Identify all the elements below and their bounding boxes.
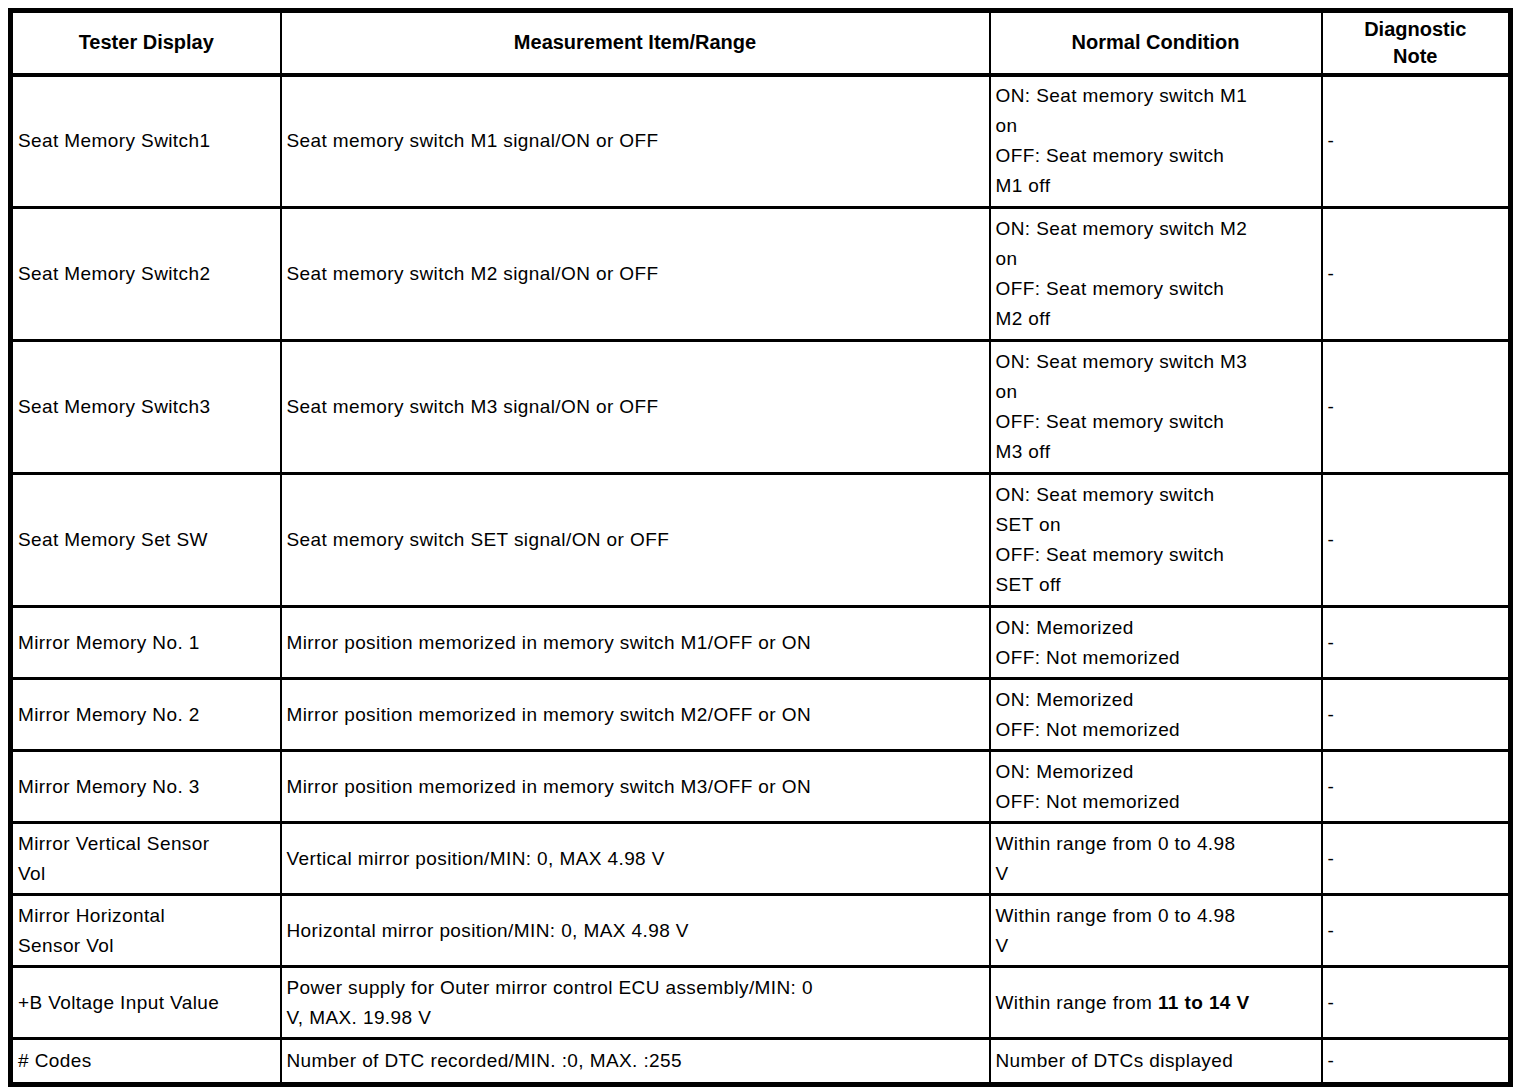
cell-measurement: Mirror position memorized in memory swit… <box>281 679 990 751</box>
cell-tester-display: Seat Memory Set SW <box>11 474 281 607</box>
cell-tester-display: Mirror Vertical Sensor Vol <box>11 823 281 895</box>
cell-diagnostic-note: - <box>1322 75 1511 208</box>
cell-diagnostic-note: - <box>1322 895 1511 967</box>
cell-normal-condition: Within range from 11 to 14 V <box>990 967 1322 1039</box>
cell-tester-display: Seat Memory Switch3 <box>11 341 281 474</box>
cell-normal-condition: Number of DTCs displayed <box>990 1039 1322 1085</box>
cell-normal-condition: ON: Seat memory switch M3 on OFF: Seat m… <box>990 341 1322 474</box>
cell-diagnostic-note: - <box>1322 208 1511 341</box>
cell-diagnostic-note: - <box>1322 823 1511 895</box>
cell-tester-display: Mirror Memory No. 2 <box>11 679 281 751</box>
cell-tester-display: Mirror Horizontal Sensor Vol <box>11 895 281 967</box>
cell-tester-display: # Codes <box>11 1039 281 1085</box>
cell-measurement: Number of DTC recorded/MIN. :0, MAX. :25… <box>281 1039 990 1085</box>
cell-measurement: Seat memory switch M3 signal/ON or OFF <box>281 341 990 474</box>
manual-page: Tester Display Measurement Item/Range No… <box>0 0 1520 1092</box>
normal-condition-range: 11 to 14 V <box>1158 992 1250 1013</box>
cell-diagnostic-note: - <box>1322 679 1511 751</box>
cell-measurement: Mirror position memorized in memory swit… <box>281 607 990 679</box>
column-header-measurement: Measurement Item/Range <box>281 11 990 75</box>
cell-measurement: Horizontal mirror position/MIN: 0, MAX 4… <box>281 895 990 967</box>
cell-normal-condition: ON: Memorized OFF: Not memorized <box>990 679 1322 751</box>
table-row: Seat Memory Switch1 Seat memory switch M… <box>11 75 1511 208</box>
table-row: Mirror Memory No. 1 Mirror position memo… <box>11 607 1511 679</box>
table-row: Mirror Vertical Sensor Vol Vertical mirr… <box>11 823 1511 895</box>
cell-normal-condition: ON: Seat memory switch M1 on OFF: Seat m… <box>990 75 1322 208</box>
normal-condition-text: Within range from <box>996 992 1158 1013</box>
cell-measurement: Vertical mirror position/MIN: 0, MAX 4.9… <box>281 823 990 895</box>
table-row: Seat Memory Switch2 Seat memory switch M… <box>11 208 1511 341</box>
cell-measurement: Power supply for Outer mirror control EC… <box>281 967 990 1039</box>
cell-normal-condition: ON: Seat memory switch SET on OFF: Seat … <box>990 474 1322 607</box>
cell-diagnostic-note: - <box>1322 341 1511 474</box>
cell-normal-condition: ON: Memorized OFF: Not memorized <box>990 751 1322 823</box>
column-header-normal-condition: Normal Condition <box>990 11 1322 75</box>
cell-tester-display: Seat Memory Switch2 <box>11 208 281 341</box>
table-row: +B Voltage Input Value Power supply for … <box>11 967 1511 1039</box>
cell-normal-condition: Within range from 0 to 4.98 V <box>990 895 1322 967</box>
cell-diagnostic-note: - <box>1322 474 1511 607</box>
cell-tester-display: Mirror Memory No. 1 <box>11 607 281 679</box>
header-row: Tester Display Measurement Item/Range No… <box>11 11 1511 75</box>
cell-measurement: Seat memory switch M1 signal/ON or OFF <box>281 75 990 208</box>
table-row: Seat Memory Switch3 Seat memory switch M… <box>11 341 1511 474</box>
cell-measurement: Seat memory switch M2 signal/ON or OFF <box>281 208 990 341</box>
table-row: Mirror Memory No. 3 Mirror position memo… <box>11 751 1511 823</box>
table-row: Mirror Horizontal Sensor Vol Horizontal … <box>11 895 1511 967</box>
cell-normal-condition: Within range from 0 to 4.98 V <box>990 823 1322 895</box>
cell-tester-display: Mirror Memory No. 3 <box>11 751 281 823</box>
cell-measurement: Mirror position memorized in memory swit… <box>281 751 990 823</box>
cell-tester-display: Seat Memory Switch1 <box>11 75 281 208</box>
cell-diagnostic-note: - <box>1322 607 1511 679</box>
cell-normal-condition: ON: Memorized OFF: Not memorized <box>990 607 1322 679</box>
table-row: Mirror Memory No. 2 Mirror position memo… <box>11 679 1511 751</box>
column-header-diagnostic-note: Diagnostic Note <box>1322 11 1511 75</box>
cell-diagnostic-note: - <box>1322 751 1511 823</box>
cell-measurement: Seat memory switch SET signal/ON or OFF <box>281 474 990 607</box>
datalist-table: Tester Display Measurement Item/Range No… <box>8 8 1513 1087</box>
cell-diagnostic-note: - <box>1322 1039 1511 1085</box>
cell-tester-display: +B Voltage Input Value <box>11 967 281 1039</box>
table-row: Seat Memory Set SW Seat memory switch SE… <box>11 474 1511 607</box>
cell-normal-condition: ON: Seat memory switch M2 on OFF: Seat m… <box>990 208 1322 341</box>
table-row: # Codes Number of DTC recorded/MIN. :0, … <box>11 1039 1511 1085</box>
cell-diagnostic-note: - <box>1322 967 1511 1039</box>
column-header-tester-display: Tester Display <box>11 11 281 75</box>
